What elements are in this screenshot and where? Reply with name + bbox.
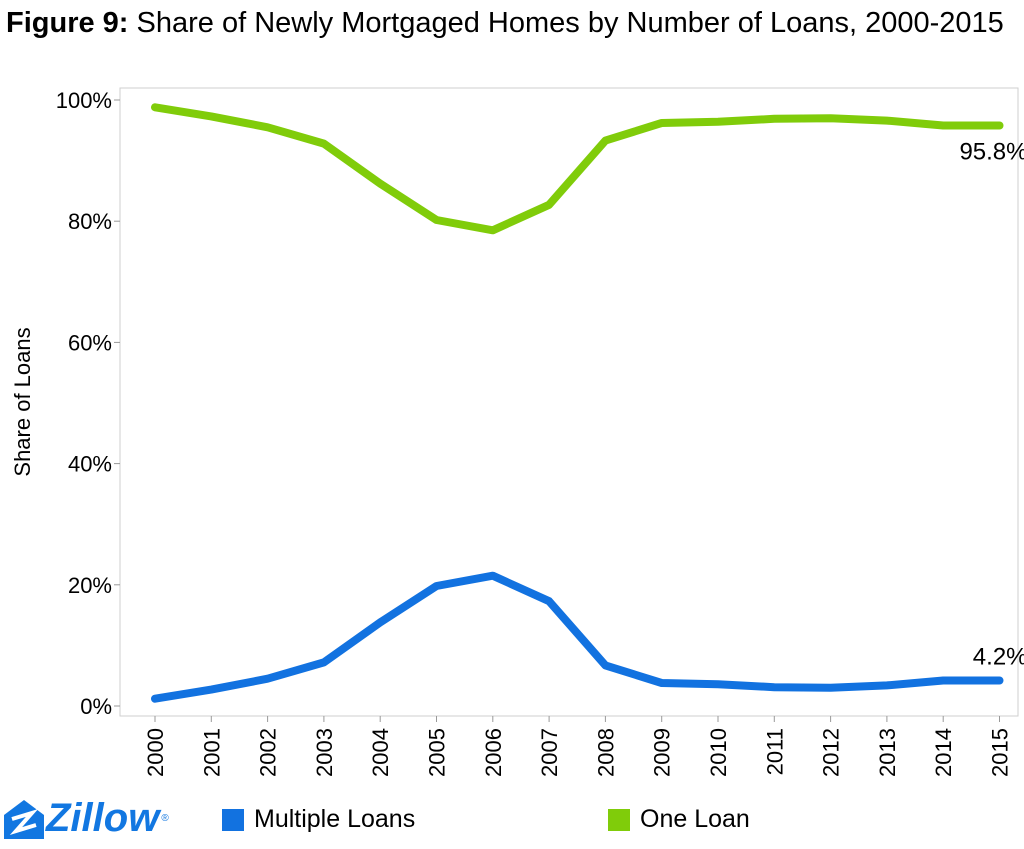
y-tick-label: 0% — [80, 694, 112, 719]
zillow-logo: Zillow ® — [2, 796, 169, 841]
x-tick-label: 2006 — [481, 728, 506, 777]
legend-item-multiple-loans: Multiple Loans — [222, 805, 415, 834]
plot-frame — [119, 87, 1019, 717]
data-label-multiple-loans: 4.2% — [973, 644, 1024, 671]
x-tick-label: 2011 — [762, 728, 787, 775]
x-tick-label: 2001 — [199, 728, 224, 777]
y-tick-label: 20% — [68, 573, 112, 598]
y-axis-label: Share of Loans — [10, 327, 35, 476]
legend-label-multiple-loans: Multiple Loans — [254, 805, 416, 833]
data-label-one-loan: 95.8% — [959, 138, 1024, 165]
x-tick-label: 2012 — [819, 728, 844, 777]
x-tick-label: 2000 — [143, 728, 168, 777]
series-line-multiple-loans — [151, 571, 1004, 703]
legend-label-one-loan: One Loan — [640, 805, 750, 833]
legend-swatch-one-loan — [608, 808, 630, 831]
x-tick-label: 2014 — [931, 728, 956, 777]
y-tick-label: 100% — [56, 88, 112, 113]
chart-title: Figure 9: Share of Newly Mortgaged Homes… — [6, 6, 1016, 41]
chart-title-text: Share of Newly Mortgaged Homes by Number… — [128, 7, 1004, 39]
series-line-one-loan — [151, 103, 1004, 235]
y-tick-label: 60% — [68, 330, 112, 355]
legend-item-one-loan: One Loan — [608, 805, 750, 834]
x-tick-label: 2002 — [256, 728, 281, 777]
x-tick-label: 2015 — [988, 728, 1013, 777]
x-tick-label: 2005 — [425, 728, 450, 777]
x-tick-label: 2004 — [368, 728, 393, 777]
y-tick-label: 80% — [68, 209, 112, 234]
zillow-logo-icon — [4, 799, 44, 839]
x-tick-label: 2008 — [593, 728, 618, 777]
zillow-logo-text: Zillow — [46, 796, 160, 840]
x-tick-label: 2003 — [312, 728, 337, 777]
figure-number: Figure 9: — [6, 7, 129, 39]
legend-swatch-multiple-loans — [222, 808, 244, 831]
plot-area: 0% 20% 40% 60% 80% 100% Share of Loans 2000 2001… — [10, 87, 1024, 777]
x-tick-label: 2010 — [706, 728, 731, 777]
x-tick-label: 2009 — [650, 728, 675, 777]
x-tick-label: 2007 — [537, 728, 562, 777]
y-tick-label: 40% — [68, 452, 112, 477]
x-tick-label: 2013 — [875, 728, 900, 777]
registered-mark: ® — [161, 813, 169, 824]
